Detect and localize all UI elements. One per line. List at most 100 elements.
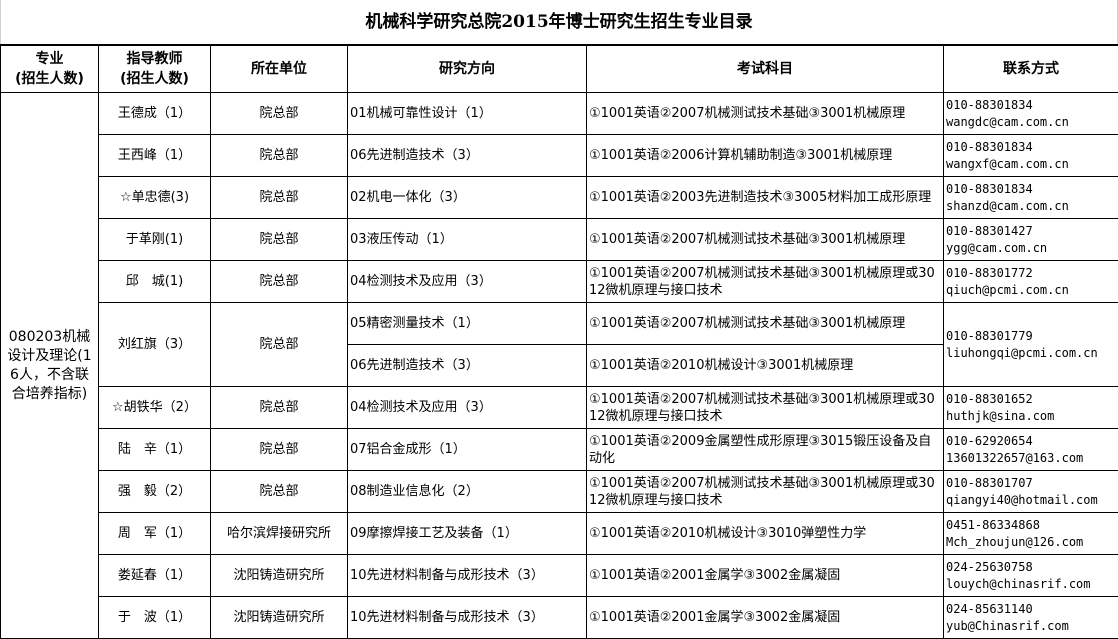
contact-cell: 010-88301427 ygg@cam.com.cn [943,218,1118,261]
phone-number: 024-85631140 [946,601,1033,616]
direction-cell: 04检测技术及应用（3） [347,260,587,303]
email-link[interactable]: liuhongqi@pcmi.com.cn [946,345,1098,360]
unit-cell: 院总部 [210,302,348,387]
header-unit: 所在单位 [210,44,348,93]
phone-number: 010-62920654 [946,433,1033,448]
contact-cell: 010-88301834 shanzd@cam.com.cn [943,176,1118,219]
direction-cell: 10先进材料制备与成形技术（3） [347,554,587,597]
direction-cell: 07铝合金成形（1） [347,428,587,471]
email-link[interactable]: louych@chinasrif.com [946,576,1091,591]
contact-cell: 010-88301834 wangxf@cam.com.cn [943,134,1118,177]
direction-cell: 05精密测量技术（1） [347,302,587,345]
table-row: 于革刚(1) 院总部 03液压传动（1） ①1001英语②2007机械测试技术基础③3… [1,218,1118,261]
enrollment-table: 专业 (招生人数) 指导教师 (招生人数) 所在单位 研究方向 考试科目 联系方式 … [0,44,1118,639]
phone-number: 010-88301772 [946,265,1033,280]
table-row: 06先进制造技术（3） ①1001英语②2010机械设计③3001机械原理 [1,344,1118,387]
phone-number: 010-88301834 [946,97,1033,112]
advisor-cell: 邱 城(1) [98,260,211,303]
header-advisor-sub: (招生人数) [120,71,189,87]
advisor-cell: ☆单忠德(3) [98,176,211,219]
header-advisor: 指导教师 (招生人数) [98,44,211,93]
email-link[interactable]: wangdc@cam.com.cn [946,114,1069,129]
advisor-cell: 于 波（1） [98,596,211,639]
table-row: 080203机械设计及理论(16人，不含联合培养指标) 王德成（1） 院总部 01机械… [0,92,1118,639]
exam-cell: ①1001英语②2010机械设计③3010弹塑性力学 [586,512,944,555]
exam-cell: ①1001英语②2007机械测试技术基础③3001机械原理或3012微机原理与接… [586,386,944,429]
email-link[interactable]: shanzd@cam.com.cn [946,198,1069,213]
phone-number: 0451-86334868 [946,517,1040,532]
header-direction: 研究方向 [347,44,587,93]
phone-number: 010-88301779 [946,328,1033,343]
exam-cell: ①1001英语②2007机械测试技术基础③3001机械原理 [586,218,944,261]
table-row: 刘红旗（3） 院总部 05精密测量技术（1） ①1001英语②2007机械测试技术基础… [1,302,1118,387]
contact-cell: 010-62920654 13601322657@163.com [943,428,1118,471]
advisor-cell: 于革刚(1) [98,218,211,261]
table-row: 周 军（1） 哈尔滨焊接研究所 09摩擦焊接工艺及装备（1） ①1001英语②2010… [1,512,1118,555]
advisor-cell: 王德成（1） [98,92,211,135]
table-row: 强 毅（2） 院总部 08制造业信息化（2） ①1001英语②2007机械测试技术基础… [1,470,1118,513]
header-contact: 联系方式 [943,44,1118,93]
unit-cell: 沈阳铸造研究所 [210,596,348,639]
header-major: 专业 (招生人数) [0,44,99,93]
phone-number: 024-25630758 [946,559,1033,574]
contact-cell: 024-85631140 yub@Chinasrif.com [943,596,1118,639]
unit-cell: 沈阳铸造研究所 [210,554,348,597]
exam-cell: ①1001英语②2010机械设计③3001机械原理 [586,344,944,387]
email-link[interactable]: qiuch@pcmi.com.cn [946,282,1069,297]
contact-cell: 010-88301779 liuhongqi@pcmi.com.cn [943,302,1118,387]
email-link[interactable]: ygg@cam.com.cn [946,240,1048,255]
table-row: 于 波（1） 沈阳铸造研究所 10先进材料制备与成形技术（3） ①1001英语②200… [1,596,1118,639]
email-link[interactable]: Mch_zhoujun@126.com [946,534,1084,549]
table-row: 王西峰（1） 院总部 06先进制造技术（3） ①1001英语②2006计算机辅助制造③… [1,134,1118,177]
exam-cell: ①1001英语②2006计算机辅助制造③3001机械原理 [586,134,944,177]
unit-cell: 院总部 [210,218,348,261]
direction-cell: 06先进制造技术（3） [347,134,587,177]
header-row: 专业 (招生人数) 指导教师 (招生人数) 所在单位 研究方向 考试科目 联系方式 [0,44,1118,93]
table-body: 080203机械设计及理论(16人，不含联合培养指标) 王德成（1） 院总部 01机械… [0,92,1118,639]
email-link[interactable]: wangxf@cam.com.cn [946,156,1069,171]
email-link[interactable]: huthjk@sina.com [946,408,1055,423]
advisor-cell: 强 毅（2） [98,470,211,513]
direction-cell: 04检测技术及应用（3） [347,386,587,429]
exam-cell: ①1001英语②2009金属塑性成形原理③3015锻压设备及自动化 [586,428,944,471]
unit-cell: 院总部 [210,428,348,471]
advisor-cell: 王西峰（1） [98,134,211,177]
exam-cell: ①1001英语②2007机械测试技术基础③3001机械原理或3012微机原理与接… [586,260,944,303]
unit-cell: 院总部 [210,176,348,219]
phone-number: 010-88301652 [946,391,1033,406]
header-major-label: 专业 [35,51,64,67]
direction-cell: 09摩擦焊接工艺及装备（1） [347,512,587,555]
exam-cell: ①1001英语②2007机械测试技术基础③3001机械原理或3012微机原理与接… [586,470,944,513]
major-cell: 080203机械设计及理论(16人，不含联合培养指标) [0,92,99,639]
table-row: 陆 辛（1） 院总部 07铝合金成形（1） ①1001英语②2009金属塑性成形原理③… [1,428,1118,471]
table-row: 娄延春（1） 沈阳铸造研究所 10先进材料制备与成形技术（3） ①1001英语②200… [1,554,1118,597]
table-row: 邱 城(1) 院总部 04检测技术及应用（3） ①1001英语②2007机械测试技术基… [1,260,1118,303]
email-link[interactable]: qiangyi40@hotmail.com [946,492,1098,507]
phone-number: 010-88301834 [946,139,1033,154]
direction-cell: 10先进材料制备与成形技术（3） [347,596,587,639]
advisor-cell: 娄延春（1） [98,554,211,597]
unit-cell: 院总部 [210,260,348,303]
direction-cell: 06先进制造技术（3） [347,344,587,387]
direction-cell: 08制造业信息化（2） [347,470,587,513]
header-major-sub: (招生人数) [15,71,84,87]
phone-number: 010-88301707 [946,475,1033,490]
header-exam: 考试科目 [586,44,944,93]
table-row: ☆单忠德(3) 院总部 02机电一体化（3） ①1001英语②2003先进制造技术③3… [1,176,1118,219]
email-link[interactable]: yub@Chinasrif.com [946,618,1069,633]
exam-cell: ①1001英语②2007机械测试技术基础③3001机械原理 [586,92,944,135]
email-link[interactable]: 13601322657@163.com [946,450,1084,465]
advisor-cell: 刘红旗（3） [98,302,211,387]
advisor-cell: 周 军（1） [98,512,211,555]
exam-cell: ①1001英语②2007机械测试技术基础③3001机械原理 [586,302,944,345]
direction-cell: 01机械可靠性设计（1） [347,92,587,135]
unit-cell: 院总部 [210,92,348,135]
unit-cell: 哈尔滨焊接研究所 [210,512,348,555]
phone-number: 010-88301427 [946,223,1033,238]
exam-cell: ①1001英语②2003先进制造技术③3005材料加工成形原理 [586,176,944,219]
contact-cell: 010-88301652 huthjk@sina.com [943,386,1118,429]
unit-cell: 院总部 [210,470,348,513]
direction-cell: 03液压传动（1） [347,218,587,261]
contact-cell: 024-25630758 louych@chinasrif.com [943,554,1118,597]
exam-cell: ①1001英语②2001金属学③3002金属凝固 [586,596,944,639]
